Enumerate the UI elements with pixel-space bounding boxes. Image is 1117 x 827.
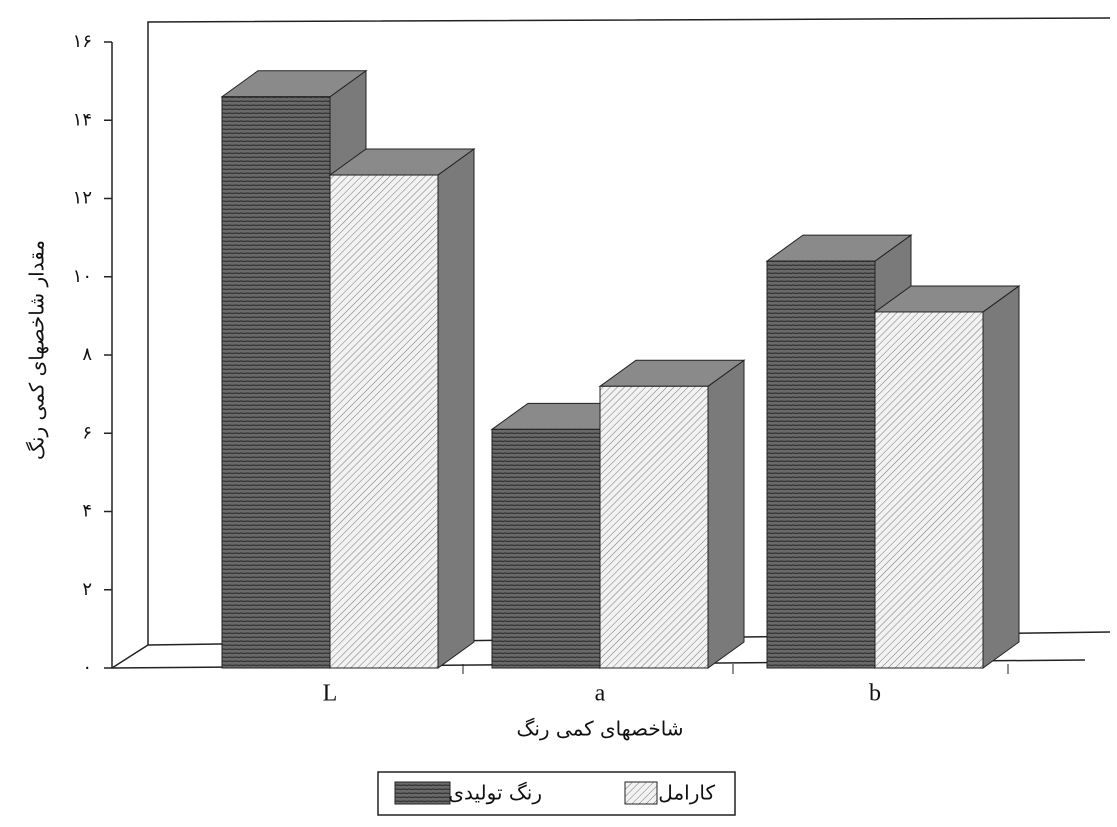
bar [598,359,746,669]
bar-front [491,428,601,669]
y-tick-label: ۴ [82,501,92,522]
bar [873,284,1021,669]
bar-front [599,385,709,669]
y-tick-label: ۱۲ [73,188,92,209]
y-tick-label: ۱۰ [73,266,92,287]
bar-side [707,359,745,669]
x-tick-label: b [869,681,881,707]
y-tick-label: ۶ [82,422,92,443]
bar-side [982,284,1020,669]
bar [328,148,476,669]
y-tick-label: ۰ [82,657,92,678]
legend [377,771,736,816]
legend-swatch [394,781,451,805]
y-tick-label: ۱۴ [73,109,92,130]
bar-front [874,311,984,669]
x-axis-label: شاخصهای کمی رنگ [516,717,683,741]
bar-side [437,148,475,669]
bar-front [221,96,331,669]
legend-label: رنگ تولیدی [448,781,542,805]
y-tick-label: ۸ [82,344,92,365]
bar-front [329,174,439,669]
legend-label: کارامل [658,781,715,805]
y-axis-label: مقدار شاخصهای کمی رنگ [25,240,49,460]
bar-front [766,260,876,669]
x-tick-label: L [323,681,338,707]
y-tick-label: ۲ [82,579,92,600]
y-tick-label: ۱۶ [73,31,92,52]
legend-swatch [624,781,658,805]
x-tick-label: a [595,681,606,707]
